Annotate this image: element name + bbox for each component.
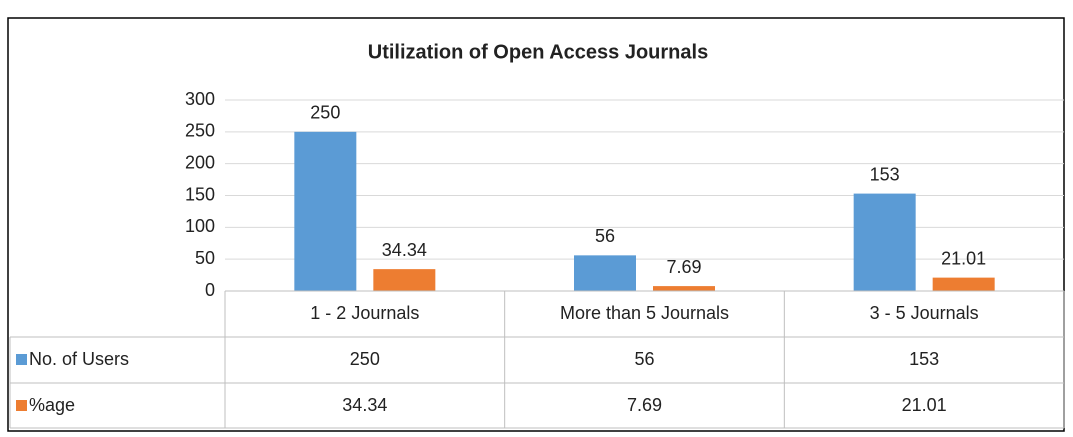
bar xyxy=(853,193,916,291)
table-cell: 7.69 xyxy=(627,395,662,415)
legend-swatch xyxy=(16,354,27,365)
y-tick-label: 0 xyxy=(205,280,215,300)
y-tick-label: 50 xyxy=(195,248,215,268)
data-label: 250 xyxy=(310,103,340,123)
data-label: 153 xyxy=(870,164,900,184)
table-cell: 34.34 xyxy=(342,395,387,415)
y-tick-label: 150 xyxy=(185,184,215,204)
bar xyxy=(574,255,636,291)
legend-label: %age xyxy=(29,395,75,415)
chart-title: Utilization of Open Access Journals xyxy=(368,41,708,63)
bar xyxy=(294,131,357,291)
x-tick-label: 1 - 2 Journals xyxy=(310,303,419,323)
x-tick-label: More than 5 Journals xyxy=(560,303,729,323)
legend-label: No. of Users xyxy=(29,349,129,369)
y-tick-label: 100 xyxy=(185,216,215,236)
table-cell: 56 xyxy=(634,349,654,369)
bar xyxy=(653,286,715,291)
bar xyxy=(373,269,436,291)
data-label: 21.01 xyxy=(941,248,986,268)
data-label: 56 xyxy=(595,226,615,246)
y-tick-label: 200 xyxy=(185,152,215,172)
bar xyxy=(932,277,995,291)
data-label: 34.34 xyxy=(382,240,427,260)
data-label: 7.69 xyxy=(666,257,701,277)
y-tick-label: 300 xyxy=(185,89,215,109)
legend-swatch xyxy=(16,400,27,411)
x-tick-label: 3 - 5 Journals xyxy=(870,303,979,323)
y-tick-label: 250 xyxy=(185,121,215,141)
table-cell: 153 xyxy=(909,349,939,369)
table-cell: 250 xyxy=(350,349,380,369)
table-cell: 21.01 xyxy=(902,395,947,415)
